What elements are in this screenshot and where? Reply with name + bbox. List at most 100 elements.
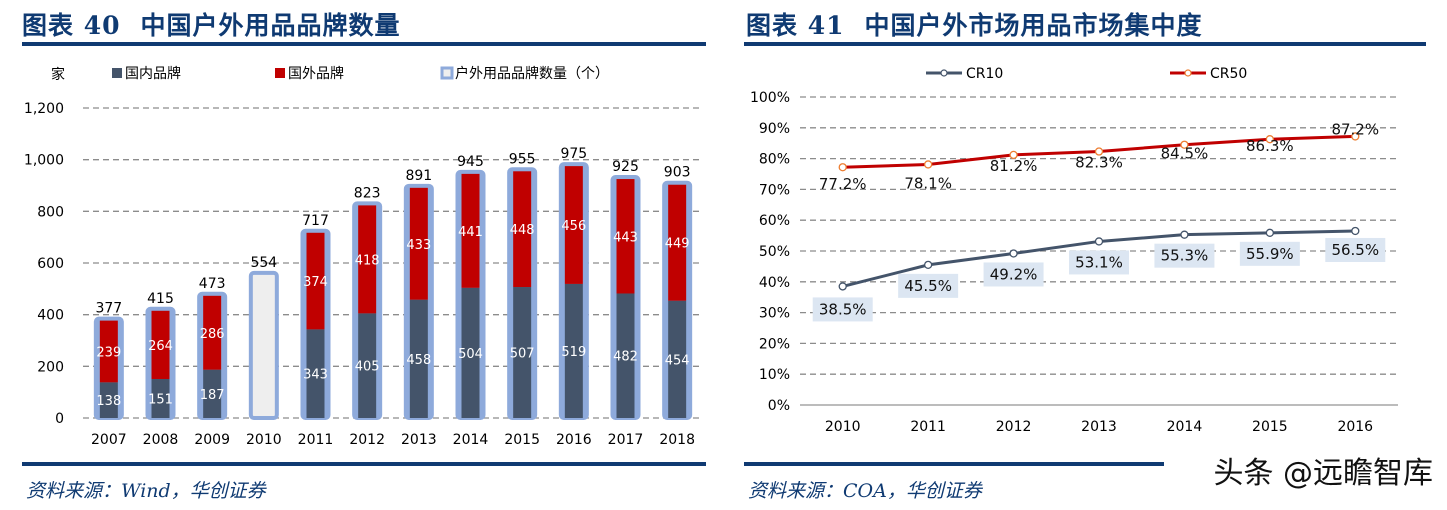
figure-40-title-text: 中国户外用品品牌数量	[140, 11, 401, 40]
bar-chart-grid	[83, 107, 703, 419]
line-cr10-label-box	[1069, 250, 1129, 275]
bar-foreign	[461, 173, 480, 288]
bar-total-label: 955	[509, 151, 536, 167]
line-y-tick-label: 70%	[759, 182, 790, 198]
bar-total-label: 975	[560, 146, 587, 162]
bar-x-tick-label: 2017	[608, 432, 644, 448]
bar-total-label: 717	[302, 213, 329, 229]
line-cr50-point	[923, 160, 933, 169]
bar-chart-bars: 138 239 377 151 264 415 187 286 473 554 343 374 717 4…	[93, 146, 693, 421]
bar-y-tick-label: 1,000	[24, 153, 64, 169]
line-cr50-data-label: 78.1%	[904, 174, 952, 192]
legend-cr50-label: CR50	[1210, 66, 1247, 82]
line-chart-legend: CR10 CR50	[926, 66, 1247, 82]
bar-y-tick-label: 600	[37, 256, 64, 272]
legend-cr50-marker	[1184, 69, 1192, 77]
line-chart-series: 38.5% 45.5% 49.2% 53.1% 55.3% 55.9% 56.5% 77.2%…	[812, 120, 1386, 322]
bar-total-label: 554	[250, 255, 277, 271]
line-y-tick-label: 100%	[750, 90, 790, 106]
bar-total-outline	[248, 270, 279, 420]
bar-foreign	[668, 184, 687, 301]
bar-domestic-label: 151	[148, 392, 173, 407]
bar-foreign	[99, 320, 118, 383]
bar-total-label: 473	[199, 276, 226, 292]
figure-41-title: 图表 41 中国户外市场用品市场集中度	[746, 6, 1203, 42]
line-y-tick-label: 60%	[759, 213, 790, 229]
line-x-tick-label: 2010	[825, 419, 861, 435]
bar-x-tick-label: 2008	[143, 432, 179, 448]
bar-domestic-label: 519	[561, 345, 586, 360]
line-cr50-point	[1180, 140, 1189, 149]
line-cr10-point	[1351, 226, 1360, 236]
line-cr50-point	[1094, 147, 1104, 156]
figure-40-bottom-rule	[22, 462, 706, 466]
line-cr10-label-box	[1154, 243, 1215, 268]
line-cr10-data-label: 55.3%	[1161, 247, 1209, 265]
line-x-tick-label: 2016	[1337, 419, 1373, 435]
figure-41-source: 资料来源：COA，华创证券	[748, 480, 982, 502]
bar-foreign	[203, 295, 222, 370]
line-chart-y-ticks: 0% 10% 20% 30% 40% 50% 60% 70% 80% 90% 100%	[750, 90, 790, 414]
bar-x-tick-label: 2015	[504, 432, 540, 448]
bar-domestic	[203, 369, 222, 418]
bar-foreign	[564, 166, 583, 284]
bar-total-label: 377	[95, 301, 122, 317]
line-cr10-data-label: 55.9%	[1246, 245, 1294, 263]
line-cr50-point	[1351, 132, 1360, 141]
bar-total-label: 415	[147, 291, 174, 307]
line-y-tick-label: 40%	[759, 275, 790, 291]
line-cr50-point	[838, 163, 847, 172]
line-cr10-label-box	[898, 273, 959, 298]
figure-40-source: 资料来源：Wind，华创证券	[26, 480, 266, 502]
bar-foreign-label: 449	[665, 237, 690, 252]
line-y-tick-label: 90%	[759, 121, 790, 137]
line-cr50-point	[1009, 150, 1018, 160]
bar-foreign-label: 443	[613, 230, 638, 245]
bar-foreign-label: 441	[458, 225, 483, 240]
bar-domestic	[461, 287, 480, 418]
legend-foreign-swatch	[275, 68, 285, 78]
line-y-tick-label: 0%	[768, 398, 790, 414]
watermark: 头条 @远瞻智库	[1213, 456, 1433, 491]
figure-41-title-text: 中国户外市场用品市场集中度	[864, 11, 1203, 40]
bar-total-label: 823	[354, 185, 381, 201]
bar-total-label: 945	[457, 154, 484, 170]
line-cr10-point	[1265, 228, 1275, 237]
bar-x-tick-label: 2018	[659, 432, 695, 448]
line-cr10-label-box	[1239, 241, 1300, 266]
bar-x-tick-label: 2014	[453, 432, 489, 448]
line-x-tick-label: 2013	[1081, 419, 1117, 435]
bar-x-tick-label: 2010	[246, 432, 282, 448]
bar-domestic-label: 504	[458, 347, 483, 362]
line-x-tick-label: 2014	[1167, 419, 1203, 435]
legend-domestic-label: 国内品牌	[125, 65, 181, 82]
figure-40-top-rule	[22, 42, 706, 46]
bar-domestic	[616, 293, 635, 418]
figure-41-top-rule	[744, 42, 1426, 46]
bar-domestic	[358, 313, 377, 418]
bar-foreign-label: 374	[303, 275, 328, 290]
bar-domestic	[99, 382, 118, 418]
bar-foreign-label: 456	[561, 219, 586, 234]
bar-y-tick-label: 0	[55, 411, 64, 427]
line-cr10-point	[923, 260, 933, 270]
bar-domestic	[306, 329, 325, 418]
bar-x-tick-label: 2007	[91, 432, 127, 448]
bar-total-label: 903	[664, 165, 691, 181]
bar-domestic	[668, 300, 687, 418]
bar-foreign	[306, 232, 325, 330]
bar-y-axis-unit: 家	[51, 66, 65, 83]
figure-40-label: 图表 40	[22, 11, 121, 40]
line-cr50-data-label: 84.5%	[1161, 145, 1209, 163]
bar-total-label: 925	[612, 159, 639, 175]
bar-x-tick-label: 2012	[349, 432, 385, 448]
bar-foreign-label: 286	[200, 327, 225, 342]
bar-foreign	[151, 310, 170, 379]
line-cr50-data-label: 81.2%	[990, 157, 1038, 175]
bar-foreign	[358, 205, 377, 314]
bar-domestic-label: 458	[406, 353, 431, 368]
legend-cr10-marker	[940, 69, 948, 77]
bar-x-tick-label: 2009	[194, 432, 230, 448]
line-cr10-data-label: 38.5%	[819, 300, 867, 318]
bar-domestic	[151, 378, 170, 418]
